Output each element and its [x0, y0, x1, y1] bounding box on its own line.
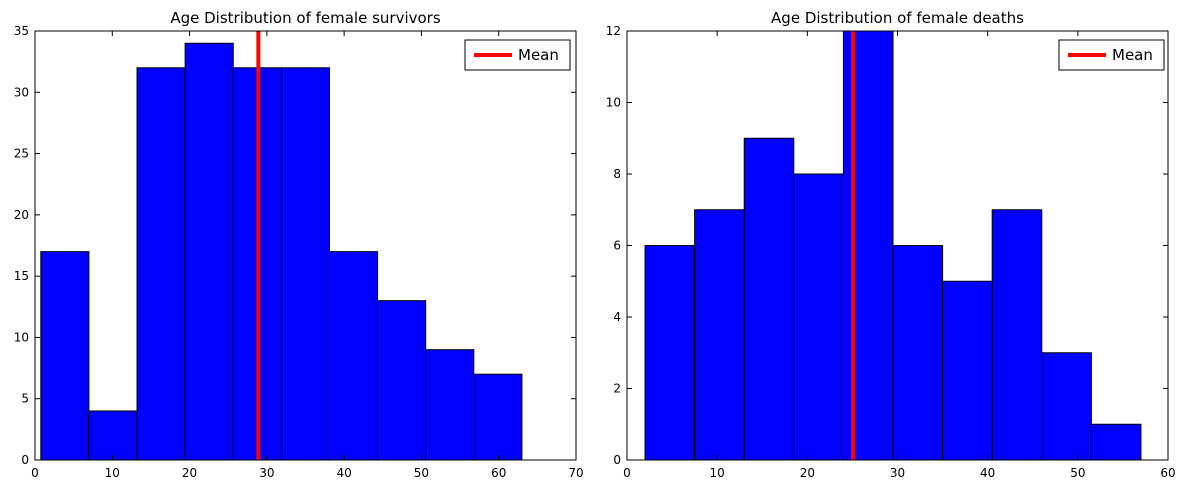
- x-tick-label: 10: [105, 466, 120, 480]
- x-tick-label: 40: [980, 466, 995, 480]
- x-tick-label: 30: [259, 466, 274, 480]
- histogram-bar: [40, 251, 90, 460]
- histogram-bar: [377, 300, 427, 460]
- panel-survivors: 0 10 20 30 40 50 60 70 0 5 10 15 20 25 30 35 Age Distri…: [14, 9, 584, 480]
- histogram-bar: [892, 245, 944, 460]
- chart-title: Age Distribution of female deaths: [771, 9, 1024, 27]
- x-tick-label: 60: [1160, 466, 1175, 480]
- chart-title: Age Distribution of female survivors: [170, 9, 441, 27]
- legend-label-mean: Mean: [518, 46, 559, 64]
- ticks-group: 0 10 20 30 40 50 60 70 0 5 10 15 20 25 30 35: [14, 24, 584, 480]
- x-tick-label: 70: [568, 466, 583, 480]
- histogram-bar: [991, 209, 1043, 460]
- y-tick-label: 30: [14, 85, 29, 99]
- histogram-bar: [1090, 423, 1142, 460]
- histogram-bar: [793, 173, 844, 460]
- histogram-bar: [473, 373, 523, 460]
- x-tick-label: 60: [491, 466, 506, 480]
- y-tick-label: 0: [21, 453, 29, 467]
- y-tick-label: 4: [613, 310, 621, 324]
- y-tick-label: 20: [14, 208, 29, 222]
- x-tick-label: 0: [31, 466, 39, 480]
- histogram-bar: [942, 280, 993, 460]
- histogram-bar: [694, 209, 745, 460]
- x-tick-label: 0: [623, 466, 631, 480]
- bars-group: [40, 42, 523, 460]
- legend: Mean: [1058, 39, 1165, 71]
- histogram-bar: [842, 31, 894, 460]
- x-tick-label: 30: [890, 466, 905, 480]
- bars-group: [644, 31, 1142, 460]
- x-tick-label: 10: [710, 466, 725, 480]
- histogram-bar: [644, 245, 696, 460]
- legend: Mean: [464, 39, 571, 71]
- x-tick-label: 40: [337, 466, 352, 480]
- histogram-bar: [280, 67, 330, 460]
- histogram-bar: [743, 137, 795, 460]
- axes-frame: [34, 30, 577, 461]
- y-tick-label: 8: [613, 167, 621, 181]
- y-tick-label: 10: [606, 96, 621, 110]
- histogram-bar: [1041, 352, 1092, 460]
- x-tick-label: 50: [1070, 466, 1085, 480]
- histogram-bar: [425, 349, 475, 460]
- histogram-bar: [184, 42, 234, 460]
- histogram-bar: [88, 410, 138, 460]
- x-tick-label: 20: [182, 466, 197, 480]
- y-tick-label: 6: [613, 239, 621, 253]
- y-tick-label: 35: [14, 24, 29, 38]
- histogram-bar: [136, 67, 186, 460]
- ticks-group: 0 10 20 30 40 50 60 0 2 4 6 8 10 12: [606, 24, 1176, 480]
- histogram-bar: [328, 251, 379, 460]
- y-tick-label: 10: [14, 330, 29, 344]
- legend-label-mean: Mean: [1112, 46, 1153, 64]
- x-tick-label: 50: [414, 466, 429, 480]
- y-tick-label: 12: [606, 24, 621, 38]
- x-tick-label: 20: [800, 466, 815, 480]
- y-tick-label: 0: [613, 453, 621, 467]
- panel-deaths: 0 10 20 30 40 50 60 0 2 4 6 8 10 12 Age Distribution …: [606, 9, 1176, 480]
- y-tick-label: 5: [21, 392, 29, 406]
- y-tick-label: 15: [14, 269, 29, 283]
- y-tick-label: 25: [14, 147, 29, 161]
- y-tick-label: 2: [613, 382, 621, 396]
